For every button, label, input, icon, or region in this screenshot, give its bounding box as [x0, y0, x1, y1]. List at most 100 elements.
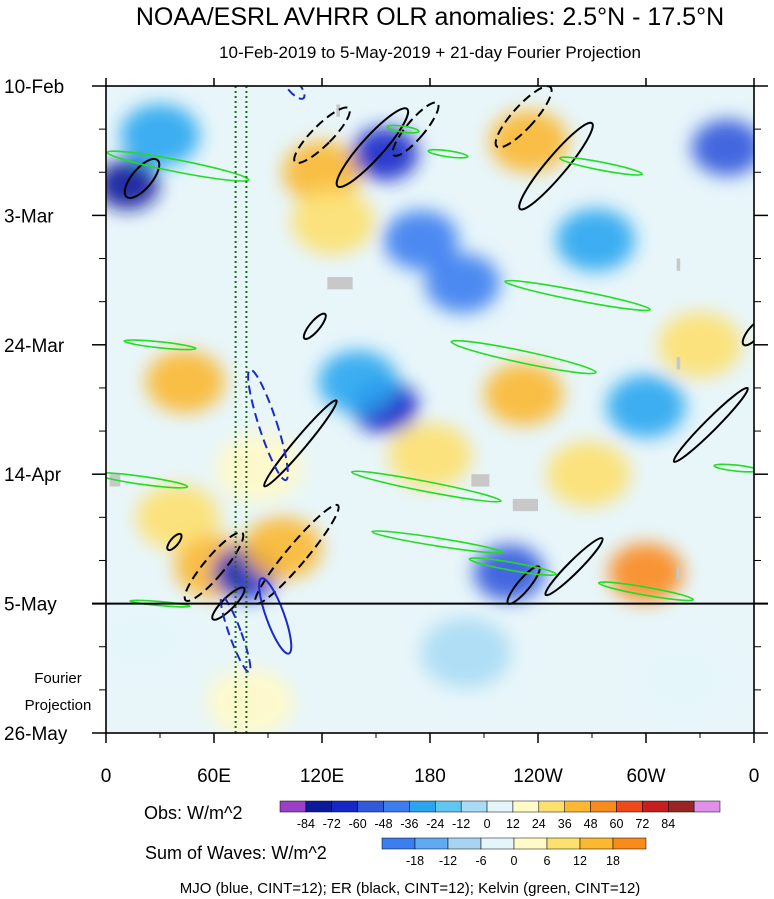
kelvin-contour	[450, 339, 597, 375]
obs-colorbar-tick-label: -36	[400, 817, 418, 831]
missing-data-box	[336, 104, 340, 117]
anomaly-feature	[637, 642, 727, 713]
anomaly-feature	[546, 441, 631, 508]
anomaly-feature	[318, 350, 398, 414]
waves-colorbar-tick-label: -18	[406, 854, 424, 868]
anomaly-feature	[282, 140, 362, 204]
missing-data-box	[512, 498, 538, 512]
anomaly-feature	[383, 210, 459, 270]
obs-colorbar-swatch	[460, 800, 488, 813]
obs-colorbar-tick-label: 84	[661, 817, 675, 831]
anomaly-feature	[291, 188, 375, 255]
obs-colorbar-tick-label: -60	[349, 817, 367, 831]
obs-colorbar-tick-label: 60	[610, 817, 624, 831]
x-tick-label: 0	[101, 766, 112, 787]
y-tick-label: 5-May	[4, 595, 57, 616]
y-tick-label: 26-May	[4, 724, 68, 745]
kelvin-contour	[597, 581, 695, 602]
kelvin-contour	[713, 463, 754, 473]
anomaly-feature	[145, 350, 225, 414]
mjo-contour	[247, 368, 289, 482]
er-contour	[741, 318, 754, 347]
er-contour	[166, 532, 183, 552]
anomaly-feature	[421, 617, 511, 689]
kelvin-contour	[129, 599, 191, 608]
waves-colorbar-swatch	[447, 837, 482, 850]
kelvin-contour	[371, 530, 504, 554]
obs-colorbar: -84 -72 -60 -48 -36 -24 -12 0 12 24 36 48 60 72 84	[279, 800, 721, 831]
mjo-contour	[219, 595, 252, 674]
x-axis: 0 60E 120E 180 120W 60W 0	[101, 78, 760, 787]
waves-colorbar-tick-label: 6	[544, 854, 551, 868]
kelvin-contour	[350, 470, 502, 503]
obs-colorbar-tick-label: 48	[584, 817, 598, 831]
waves-colorbar-swatch	[546, 837, 581, 850]
anomaly-feature	[136, 484, 220, 551]
missing-data-box	[471, 474, 490, 487]
x-tick-label: 0	[749, 766, 760, 787]
kelvin-contour	[504, 279, 652, 312]
obs-colorbar-swatch	[279, 800, 307, 813]
er-contour	[335, 107, 410, 188]
obs-colorbar-swatch	[667, 800, 695, 813]
anomaly-feature	[606, 375, 686, 438]
y-tick-label: 24-Mar	[4, 336, 65, 357]
missing-data-box	[676, 258, 681, 271]
projection-label-line2: Projection	[25, 697, 92, 714]
x-tick-label: 120E	[300, 766, 344, 787]
obs-colorbar-swatch	[616, 800, 643, 813]
kelvin-contour	[106, 150, 250, 182]
er-contour	[253, 503, 340, 605]
kelvin-contour	[106, 472, 189, 489]
obs-colorbar-tick-label: 72	[635, 817, 649, 831]
waves-colorbar-tick-label: 18	[606, 854, 620, 868]
obs-colorbar-tick-label: -24	[426, 817, 444, 831]
obs-colorbar-tick-label: 36	[558, 817, 572, 831]
er-contour	[263, 399, 338, 488]
y-tick-label: 10-Feb	[4, 77, 64, 98]
obs-colorbar-swatch	[564, 800, 591, 813]
obs-colorbar-swatch	[538, 800, 565, 813]
y-tick-label: 3-Mar	[4, 206, 54, 227]
mjo-contour	[280, 86, 306, 100]
obs-colorbar-swatch	[357, 800, 384, 813]
mjo-contour	[258, 577, 293, 655]
waves-colorbar-swatch	[381, 837, 416, 850]
x-tick-label: 60W	[626, 766, 665, 787]
missing-data-box	[676, 357, 681, 370]
obs-colorbar-tick-label: 0	[484, 817, 491, 831]
x-tick-label: 120W	[513, 766, 563, 787]
kelvin-contour	[386, 124, 420, 134]
anomaly-feature	[424, 253, 500, 313]
obs-colorbar-swatch	[383, 800, 410, 813]
waves-colorbar-swatch	[612, 837, 647, 850]
anomaly-feature	[489, 110, 569, 173]
obs-colorbar-swatch	[642, 800, 669, 813]
x-tick-label: 60E	[197, 766, 231, 787]
anomaly-feature	[120, 104, 200, 167]
waves-colorbar-swatch	[513, 837, 548, 850]
obs-colorbar-swatch	[590, 800, 617, 813]
er-contour	[302, 312, 327, 340]
waves-colorbar-swatch	[480, 837, 515, 850]
er-contour	[183, 531, 245, 602]
obs-colorbar-tick-label: -12	[452, 817, 470, 831]
waves-colorbar-tick-label: 0	[511, 854, 518, 868]
anomaly-feature	[106, 159, 159, 210]
missing-data-box	[327, 277, 353, 290]
obs-colorbar-label: Obs: W/m^2	[144, 803, 242, 823]
er-contour	[494, 86, 553, 149]
er-contour	[544, 537, 604, 597]
chart-subtitle: 10-Feb-2019 to 5-May-2019 + 21-day Fouri…	[219, 43, 641, 62]
anomaly-field	[106, 104, 754, 733]
waves-colorbar-tick-label: -12	[439, 854, 457, 868]
obs-colorbar-tick-label: -48	[374, 817, 392, 831]
y-tick-label: 14-Apr	[4, 465, 62, 486]
kelvin-contour	[427, 148, 469, 159]
chart-title: NOAA/ESRL AVHRR OLR anomalies: 2.5°N - 1…	[136, 3, 724, 31]
waves-colorbar-label: Sum of Waves: W/m^2	[145, 843, 327, 863]
waves-colorbar-tick-label: 12	[573, 854, 587, 868]
waves-colorbar: -18 -12 -6 0 6 12 18	[381, 837, 647, 868]
obs-colorbar-swatch	[409, 800, 436, 813]
